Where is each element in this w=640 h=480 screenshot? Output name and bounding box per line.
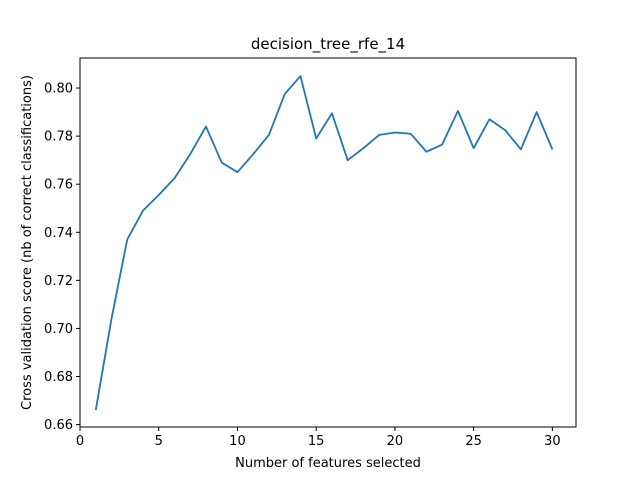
x-axis: 0 5 10 15 20 25 30 bbox=[76, 427, 561, 449]
y-tick-label: 0.72 bbox=[44, 274, 73, 289]
y-tick-label: 0.78 bbox=[44, 130, 73, 145]
plot-frame bbox=[79, 57, 577, 428]
plot-lines bbox=[94, 75, 554, 411]
x-tick-label: 30 bbox=[544, 434, 561, 449]
y-axis: 0.66 0.68 0.70 0.72 0.74 0.76 0.78 0.80 bbox=[44, 82, 80, 433]
y-tick-label: 0.66 bbox=[44, 418, 73, 433]
y-tick-label: 0.76 bbox=[44, 178, 73, 193]
x-axis-label: Number of features selected bbox=[235, 456, 421, 471]
chart-title: decision_tree_rfe_14 bbox=[251, 35, 405, 54]
y-tick-label: 0.70 bbox=[44, 322, 73, 337]
x-tick-label: 25 bbox=[465, 434, 482, 449]
x-tick-label: 15 bbox=[308, 434, 325, 449]
x-tick-label: 10 bbox=[229, 434, 246, 449]
y-tick-label: 0.74 bbox=[44, 226, 73, 241]
y-tick-label: 0.80 bbox=[44, 82, 73, 97]
y-tick-label: 0.68 bbox=[44, 370, 73, 385]
x-tick-label: 0 bbox=[76, 434, 84, 449]
series-line-0 bbox=[94, 75, 554, 411]
y-axis-label: Cross validation score (nb of correct cl… bbox=[20, 75, 35, 410]
x-tick-label: 5 bbox=[155, 434, 163, 449]
x-tick-label: 20 bbox=[387, 434, 404, 449]
